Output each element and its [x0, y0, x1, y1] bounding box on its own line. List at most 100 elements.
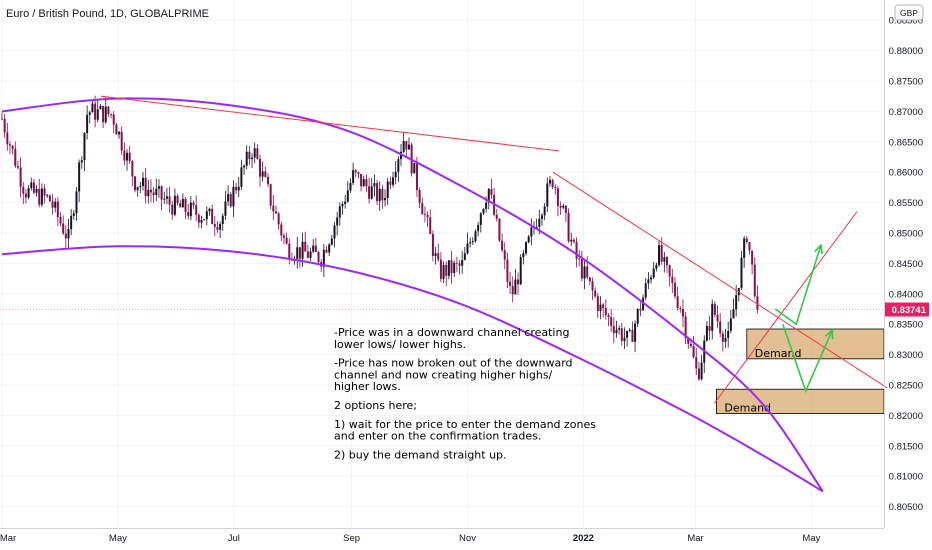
- candle-body: [540, 215, 543, 219]
- candle-body: [402, 141, 405, 152]
- price-tick-label: 0.84500: [889, 259, 923, 270]
- drawing-lines: [1, 95, 888, 493]
- candle-body: [219, 223, 222, 230]
- candle-body: [346, 190, 349, 202]
- candle-body: [325, 249, 328, 253]
- candle-body: [54, 201, 57, 208]
- candle-body: [208, 208, 211, 212]
- candle-body: [543, 206, 546, 216]
- currency-badge[interactable]: GBP: [894, 4, 924, 21]
- candle-body: [149, 189, 152, 193]
- last-price-label: 0.83741: [892, 305, 927, 316]
- candle-body: [681, 309, 684, 317]
- candle-body: [461, 259, 464, 266]
- candle-body: [546, 183, 549, 207]
- candle-body: [639, 308, 642, 311]
- note-line: 1) wait for the price to enter the deman…: [334, 418, 596, 431]
- candle-body: [652, 268, 655, 278]
- candle-body: [535, 226, 538, 228]
- candle-body: [580, 258, 583, 279]
- candle-body: [636, 308, 639, 324]
- candle-body: [567, 212, 570, 242]
- candle-body: [243, 165, 246, 168]
- candle-body: [267, 176, 269, 185]
- candle-body: [591, 281, 594, 291]
- candle-body: [479, 213, 482, 225]
- candle-body: [620, 328, 623, 341]
- candle-body: [131, 161, 134, 177]
- candle-body: [237, 186, 240, 191]
- candle-body: [338, 206, 341, 218]
- candle-body: [498, 218, 501, 241]
- last-price-tag: [885, 302, 929, 317]
- candle-body: [298, 247, 301, 259]
- candle-body: [400, 151, 402, 160]
- candle-body: [48, 195, 51, 202]
- candle-body: [99, 105, 102, 110]
- candle-body: [697, 368, 700, 380]
- candle-body: [261, 171, 264, 177]
- projection-arrowhead: [824, 328, 834, 340]
- candle-body: [689, 343, 692, 347]
- candle-body: [392, 177, 395, 185]
- candle-body: [240, 167, 243, 187]
- candle-body: [405, 141, 408, 150]
- demand-zone-box: [716, 388, 885, 414]
- candle-body: [344, 201, 347, 204]
- candle-body: [676, 296, 679, 309]
- candle-body: [120, 131, 123, 151]
- candle-body: [96, 109, 99, 120]
- candle-body: [506, 259, 509, 282]
- candle-body: [176, 195, 179, 204]
- candle-body: [373, 183, 376, 187]
- candle-body: [224, 201, 227, 216]
- time-tick-label: Nov: [459, 533, 476, 544]
- candle-body: [64, 233, 67, 239]
- trendline: [552, 171, 888, 389]
- candle-body: [700, 362, 703, 380]
- candle-body: [349, 183, 352, 191]
- candle-body: [740, 257, 743, 288]
- candle-body: [40, 188, 43, 205]
- candle-body: [269, 184, 272, 206]
- candle-body: [599, 304, 602, 312]
- candle-body: [418, 190, 421, 204]
- candle-body: [692, 346, 695, 358]
- candle-body: [495, 214, 498, 219]
- time-axis[interactable]: Mar May Jul Sep Nov 2022 Mar May: [0, 533, 821, 544]
- price-axis[interactable]: 0.88500 0.88000 0.87500 0.87000 0.86500 0.860…: [889, 16, 923, 513]
- note-line: 2 options here;: [334, 399, 417, 412]
- candle-body: [503, 250, 506, 260]
- candle-body: [724, 337, 727, 342]
- candle-body: [118, 131, 121, 135]
- candle-body: [24, 193, 27, 198]
- candle-body: [27, 188, 30, 198]
- candle-body: [655, 264, 658, 269]
- price-tick-label: 0.83000: [889, 350, 923, 361]
- candle-body: [235, 186, 238, 191]
- candle-body: [11, 145, 14, 149]
- candle-body: [679, 308, 682, 310]
- candle-body: [264, 171, 267, 177]
- note-line: lower lows/ lower highs.: [334, 338, 466, 351]
- currency-badge-label: GBP: [900, 8, 918, 18]
- candle-body: [556, 188, 559, 206]
- candle-body: [168, 196, 171, 205]
- candle-body: [570, 239, 573, 242]
- candle-body: [197, 214, 200, 223]
- candle-body: [453, 262, 456, 274]
- candle-body: [562, 205, 565, 208]
- candle-body: [719, 321, 722, 334]
- candle-body: [43, 188, 46, 196]
- candle-body: [56, 201, 59, 217]
- price-tick-label: 0.88500: [889, 16, 923, 27]
- candle-body: [136, 187, 139, 191]
- candle-body: [8, 144, 11, 146]
- candle-body: [277, 213, 280, 225]
- candle-body: [596, 296, 599, 312]
- candle-body: [631, 329, 634, 342]
- candle-body: [115, 124, 118, 135]
- candle-body: [389, 181, 392, 185]
- price-tick-label: 0.88000: [889, 46, 923, 57]
- candle-body: [173, 195, 176, 215]
